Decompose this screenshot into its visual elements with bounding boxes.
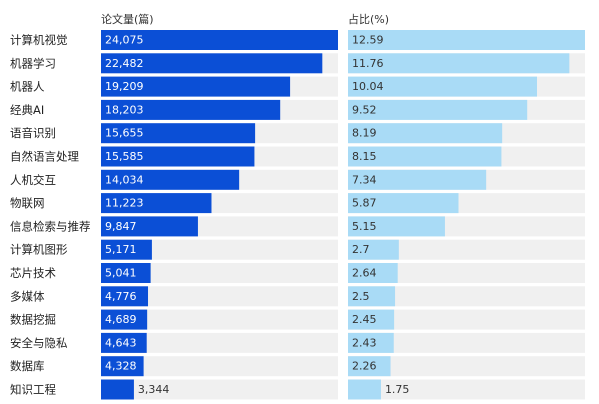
share-value-label: 2.45 — [352, 313, 377, 326]
paper-count-header: 论文量(篇) — [101, 13, 154, 26]
bar-track — [101, 356, 338, 377]
paper-count-bar — [101, 379, 134, 400]
share-value-label: 7.34 — [352, 173, 377, 186]
bar-track — [348, 332, 585, 353]
paper-count-bar — [101, 169, 240, 190]
bar-track — [101, 286, 338, 307]
share-bar — [348, 76, 537, 97]
share-bar — [348, 123, 503, 144]
bar-track — [101, 332, 338, 353]
share-bar — [348, 193, 459, 214]
paper-count-bar — [101, 76, 291, 97]
share-bar — [348, 216, 445, 237]
bar-track — [348, 309, 585, 330]
paper-count-bar — [101, 146, 255, 167]
paper-count-value-label: 15,655 — [105, 127, 144, 140]
category-label: 语音识别 — [10, 126, 56, 140]
share-value-label: 5.87 — [352, 197, 377, 210]
paper-count-value-label: 19,209 — [105, 80, 144, 93]
share-bar — [348, 379, 381, 400]
share-bar — [348, 239, 399, 260]
share-bar — [348, 286, 396, 307]
category-label: 自然语言处理 — [10, 150, 79, 164]
paper-count-bar — [101, 216, 198, 237]
paper-count-bar — [101, 123, 256, 144]
category-label: 经典AI — [10, 103, 44, 117]
paper-count-value-label: 18,203 — [105, 103, 144, 116]
share-bar — [348, 99, 528, 120]
paper-count-value-label: 11,223 — [105, 197, 144, 210]
paper-count-value-label: 15,585 — [105, 150, 144, 163]
paper-count-bar — [101, 99, 281, 120]
share-value-label: 2.43 — [352, 336, 377, 349]
paper-count-value-label: 5,171 — [105, 243, 137, 256]
paper-count-value-label: 24,075 — [105, 34, 144, 47]
share-value-label: 2.7 — [352, 243, 370, 256]
category-label: 机器人 — [10, 80, 45, 94]
paper-count-value-label: 14,034 — [105, 173, 144, 186]
category-label: 安全与隐私 — [10, 336, 68, 350]
share-value-label: 1.75 — [385, 383, 410, 396]
share-value-label: 10.04 — [352, 80, 384, 93]
category-label: 数据挖掘 — [10, 313, 56, 327]
paper-count-bar — [101, 263, 151, 283]
paper-count-value-label: 4,328 — [105, 360, 137, 373]
bar-track — [348, 263, 585, 283]
share-bar — [348, 309, 395, 330]
share-value-label: 5.15 — [352, 220, 377, 233]
share-bar — [348, 169, 487, 190]
paper-count-value-label: 9,847 — [105, 220, 137, 233]
paper-count-value-label: 4,643 — [105, 336, 137, 349]
paper-count-bar — [101, 356, 144, 377]
category-label: 数据库 — [10, 359, 45, 373]
paper-count-bar — [101, 53, 323, 74]
category-label: 多媒体 — [10, 289, 45, 303]
paper-count-value-label: 4,776 — [105, 290, 137, 303]
share-value-label: 11.76 — [352, 57, 384, 70]
share-value-label: 2.26 — [352, 360, 377, 373]
paper-count-bar — [101, 30, 338, 50]
paper-count-bar — [101, 239, 152, 260]
bar-track — [348, 286, 585, 307]
paper-count-bar — [101, 332, 147, 353]
share-value-label: 8.15 — [352, 150, 377, 163]
share-header: 占比(%) — [348, 13, 390, 26]
bar-track — [101, 309, 338, 330]
share-value-label: 8.19 — [352, 127, 377, 140]
bar-track — [348, 239, 585, 260]
paper-count-bar — [101, 286, 149, 307]
category-label: 芯片技术 — [10, 266, 56, 280]
category-label: 物联网 — [10, 196, 45, 210]
share-bar — [348, 53, 570, 74]
share-value-label: 12.59 — [352, 34, 384, 47]
paper-count-value-label: 22,482 — [105, 57, 144, 70]
share-value-label: 9.52 — [352, 103, 377, 116]
bar-track — [101, 239, 338, 260]
category-label: 人机交互 — [10, 173, 56, 187]
category-label: 计算机视觉 — [10, 33, 68, 47]
share-bar — [348, 332, 394, 353]
bar-track — [348, 356, 585, 377]
paper-count-bar — [101, 309, 148, 330]
bar-track — [101, 263, 338, 283]
share-bar — [348, 356, 391, 377]
share-value-label: 2.5 — [352, 290, 370, 303]
category-label: 机器学习 — [10, 56, 56, 70]
share-bar — [348, 30, 585, 50]
bar-track — [348, 379, 585, 400]
paper-count-value-label: 3,344 — [138, 383, 170, 396]
category-label: 计算机图形 — [10, 243, 68, 257]
paper-count-value-label: 4,689 — [105, 313, 137, 326]
category-label: 信息检索与推荐 — [10, 219, 91, 233]
share-bar — [348, 146, 502, 167]
paper-count-value-label: 5,041 — [105, 267, 137, 280]
share-value-label: 2.64 — [352, 267, 377, 280]
bar-track — [101, 379, 338, 400]
share-bar — [348, 263, 398, 283]
paper-count-bar — [101, 193, 212, 214]
category-label: 知识工程 — [10, 383, 56, 397]
